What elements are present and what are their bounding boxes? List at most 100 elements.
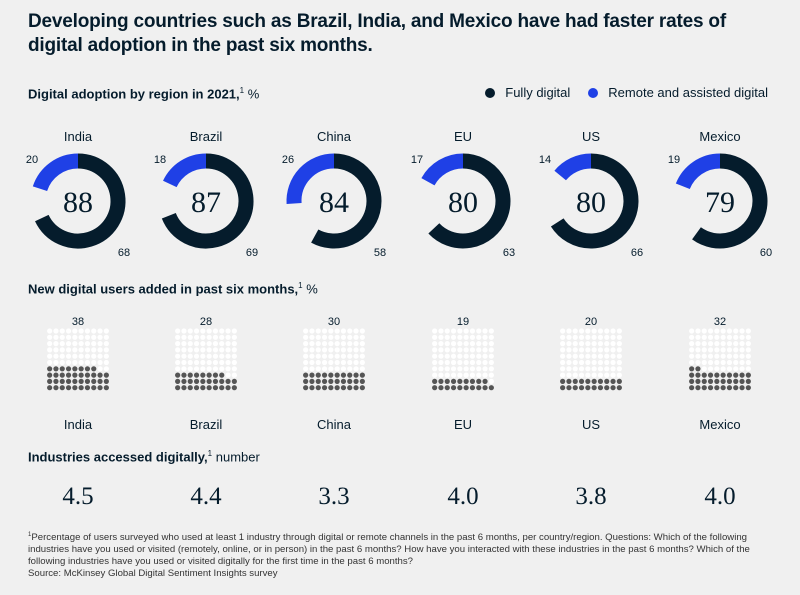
fully-digital-value-mexico: 60: [760, 247, 772, 259]
dot-eu-5-3: [450, 359, 457, 366]
dot-china-9-8: [353, 385, 359, 391]
dot-brazil-0-0: [175, 328, 181, 334]
dot-china-5-1: [309, 359, 315, 366]
dot-mexico-6-3: [707, 366, 714, 372]
dot-mexico-8-7: [733, 378, 739, 384]
dot-brazil-5-5: [206, 359, 212, 366]
dot-china-1-6: [340, 334, 347, 340]
dot-india-5-6: [84, 359, 91, 366]
dot-brazil-8-6: [212, 378, 219, 384]
dot-us-3-5: [591, 347, 597, 353]
dot-us-8-3: [578, 378, 585, 384]
dot-china-4-1: [309, 353, 315, 359]
dot-mexico-4-6: [726, 353, 733, 359]
dot-eu-5-7: [476, 359, 482, 366]
dot-india-2-8: [97, 341, 103, 347]
dot-india-5-4: [72, 359, 78, 366]
dot-us-7-9: [616, 372, 622, 378]
dot-eu-1-6: [469, 334, 476, 340]
dot-china-2-1: [309, 341, 315, 347]
dot-us-2-6: [597, 341, 604, 347]
dot-us-4-1: [566, 353, 572, 359]
dot-india-5-0: [47, 359, 53, 366]
dot-us-0-2: [572, 328, 578, 334]
dot-india-9-7: [91, 385, 97, 391]
dot-us-1-4: [585, 334, 591, 340]
dot-us-7-8: [610, 372, 616, 378]
dot-eu-7-6: [469, 372, 476, 378]
dot-eu-7-2: [444, 372, 450, 378]
dot-eu-4-1: [438, 353, 444, 359]
dot-china-1-4: [328, 334, 334, 340]
dot-brazil-2-2: [187, 341, 193, 347]
dot-india-9-6: [84, 385, 91, 391]
new-users-value-brazil: 28: [200, 316, 212, 328]
dot-eu-3-2: [444, 347, 450, 353]
dot-brazil-6-0: [175, 366, 181, 372]
dot-us-4-9: [616, 353, 622, 359]
dot-brazil-8-3: [193, 378, 200, 384]
fully-digital-arc-brazil: [161, 153, 254, 249]
donut-region-label-mexico: Mexico: [699, 129, 740, 144]
dot-us-9-4: [585, 385, 591, 391]
dot-mexico-8-4: [714, 378, 720, 384]
dot-china-3-0: [303, 347, 309, 353]
dot-brazil-1-0: [175, 334, 181, 340]
fully-digital-value-us: 66: [631, 247, 643, 259]
dot-mexico-1-9: [745, 334, 751, 340]
dot-eu-8-7: [476, 378, 482, 384]
dot-india-4-0: [47, 353, 53, 359]
dot-mexico-8-8: [739, 378, 745, 384]
dot-brazil-4-6: [212, 353, 219, 359]
dot-brazil-2-5: [206, 341, 212, 347]
dot-china-5-8: [353, 359, 359, 366]
remote-assisted-value-china: 26: [282, 154, 294, 166]
dot-india-5-5: [78, 359, 84, 366]
dot-india-7-6: [84, 372, 91, 378]
dot-mexico-4-5: [720, 353, 726, 359]
dot-india-0-6: [84, 328, 91, 334]
dot-brazil-7-3: [193, 372, 200, 378]
dot-china-0-7: [347, 328, 353, 334]
dot-us-0-5: [591, 328, 597, 334]
dot-us-7-0: [560, 372, 566, 378]
dot-eu-2-8: [482, 341, 488, 347]
dot-eu-0-5: [463, 328, 469, 334]
dot-us-8-6: [597, 378, 604, 384]
dot-eu-9-8: [482, 385, 488, 391]
dot-brazil-7-2: [187, 372, 193, 378]
dot-brazil-6-5: [206, 366, 212, 372]
dot-eu-3-4: [457, 347, 463, 353]
dot-china-9-5: [334, 385, 340, 391]
dot-mexico-1-2: [701, 334, 707, 340]
dot-china-9-6: [340, 385, 347, 391]
dot-china-8-7: [347, 378, 353, 384]
dot-brazil-9-9: [231, 385, 237, 391]
dot-eu-2-1: [438, 341, 444, 347]
donut-region-label-us: US: [582, 129, 600, 144]
dot-china-6-0: [303, 366, 309, 372]
legend-item-remote-assisted: Remote and assisted digital: [588, 85, 768, 100]
dot-mexico-0-9: [745, 328, 751, 334]
dot-mexico-9-5: [720, 385, 726, 391]
dot-china-9-0: [303, 385, 309, 391]
dot-brazil-3-7: [219, 347, 225, 353]
remote-assisted-swatch: [588, 87, 599, 98]
donut-total-brazil: 87: [191, 186, 221, 219]
dot-india-6-3: [65, 366, 72, 372]
dot-mexico-8-3: [707, 378, 714, 384]
new-users-value-eu: 19: [457, 316, 469, 328]
dot-india-1-5: [78, 334, 84, 340]
dot-china-3-6: [340, 347, 347, 353]
dot-us-9-5: [591, 385, 597, 391]
dot-eu-8-9: [488, 378, 494, 384]
dot-china-5-6: [340, 359, 347, 366]
new-users-value-india: 38: [72, 316, 84, 328]
dot-us-1-8: [610, 334, 616, 340]
dot-india-4-8: [97, 353, 103, 359]
dot-eu-1-1: [438, 334, 444, 340]
dot-brazil-3-1: [181, 347, 187, 353]
dot-eu-9-6: [469, 385, 476, 391]
dot-mexico-6-9: [745, 366, 751, 372]
donut-total-india: 88: [63, 186, 93, 219]
